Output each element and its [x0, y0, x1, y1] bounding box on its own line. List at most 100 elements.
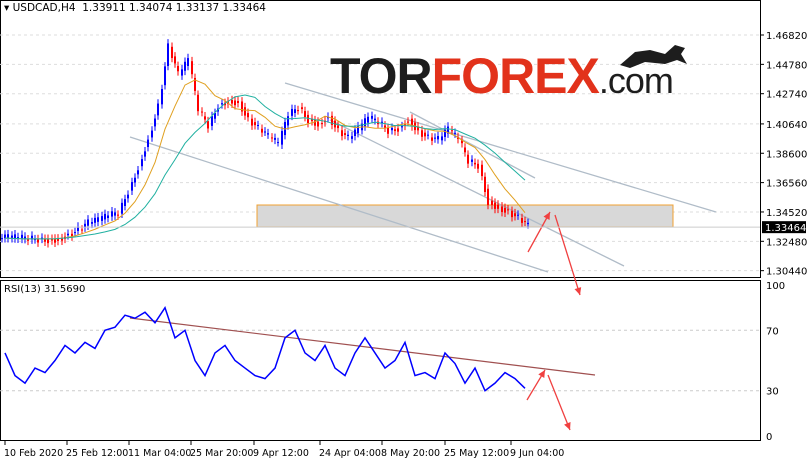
main-chart-frame: [0, 0, 761, 278]
candle-body: [301, 107, 303, 110]
ma-fast-line: [4, 79, 526, 240]
candle-body: [411, 118, 413, 127]
candle-body: [381, 121, 383, 124]
candle-body: [507, 209, 509, 211]
candle-body: [74, 232, 76, 234]
candle-body: [47, 238, 49, 244]
candle-body: [394, 129, 396, 132]
logo-part-1: TOR: [330, 48, 433, 104]
candle-body: [71, 233, 73, 237]
candle-body: [241, 101, 243, 112]
candle-body: [144, 151, 146, 157]
time-tick-label: 25 Mar 20:00: [190, 448, 253, 459]
candle-body: [391, 127, 393, 131]
price-tick-label: 1.34520: [766, 208, 807, 219]
symbol-label: USDCAD,H4: [12, 2, 76, 14]
candle-body: [81, 229, 83, 231]
candle-body: [307, 114, 309, 124]
time-tick-label: 24 Apr 04:00: [319, 448, 381, 459]
candle-body: [521, 218, 523, 223]
candle-body: [337, 125, 339, 129]
candle-body: [247, 112, 249, 118]
candle-body: [117, 214, 119, 216]
candle-body: [467, 154, 469, 164]
price-tick-label: 1.36560: [766, 179, 807, 190]
candle-body: [271, 137, 273, 139]
candle-body: [304, 111, 306, 118]
channel-trendline: [409, 111, 536, 179]
candle-body: [354, 129, 356, 136]
candle-body: [434, 137, 436, 139]
candle-body: [287, 116, 289, 126]
candle-body: [257, 125, 259, 127]
candle-body: [494, 202, 496, 209]
candle-body: [114, 212, 116, 216]
candle-body: [181, 69, 183, 76]
price-tick-label: 1.44780: [766, 60, 807, 71]
candle-body: [4, 234, 6, 239]
candle-body: [171, 46, 173, 58]
candle-body: [484, 176, 486, 192]
candle-body: [427, 134, 429, 136]
candle-body: [357, 126, 359, 134]
candle-body: [371, 115, 373, 119]
candle-body: [14, 234, 16, 239]
candle-body: [134, 177, 136, 183]
candle-body: [34, 239, 36, 241]
candle-body: [207, 121, 209, 129]
candle-body: [491, 200, 493, 205]
candle-body: [421, 130, 423, 137]
price-tick-label: 1.38600: [766, 149, 807, 160]
candle-body: [397, 128, 399, 132]
candle-body: [157, 103, 159, 116]
time-tick-label: 25 Feb 12:00: [66, 448, 128, 459]
candle-body: [364, 118, 366, 127]
candle-body: [511, 210, 513, 218]
logo-part-2: FOREX: [431, 48, 600, 104]
candle-body: [187, 58, 189, 66]
candle-body: [7, 234, 9, 239]
channel-trendline: [129, 136, 549, 273]
candle-body: [77, 226, 79, 231]
candle-body: [27, 239, 29, 241]
torforex-logo: TORFOREX.com: [330, 48, 674, 109]
candle-body: [471, 159, 473, 162]
rsi-tick-label: 100: [766, 281, 785, 292]
resistance-zone[interactable]: [256, 204, 674, 228]
candle-body: [347, 134, 349, 136]
current-price-label: 1.33464: [765, 223, 806, 234]
forecast-arrow: [547, 374, 571, 431]
candle-body: [451, 130, 453, 132]
candle-body: [191, 61, 193, 75]
candle-body: [124, 199, 126, 207]
time-tick-label: 10 Feb 2020: [4, 448, 63, 459]
candle-body: [231, 100, 233, 104]
candle-body: [344, 133, 346, 135]
rsi-trendline: [129, 317, 596, 376]
candle-body: [204, 116, 206, 120]
candle-body: [61, 238, 63, 241]
candle-body: [264, 131, 266, 133]
candle-body: [524, 221, 526, 223]
candle-body: [107, 215, 109, 219]
candle-body: [211, 116, 213, 126]
candle-body: [417, 126, 419, 131]
candle-body: [131, 182, 133, 191]
candle-body: [31, 235, 33, 240]
price-tick-label: 1.32480: [766, 237, 807, 248]
candle-body: [11, 235, 13, 239]
candle-body: [424, 132, 426, 137]
candle-body: [87, 219, 89, 226]
candle-body: [111, 211, 113, 217]
candle-body: [37, 239, 39, 243]
rsi-tick-label: 0: [766, 432, 772, 443]
candle-body: [294, 109, 296, 113]
candle-body: [147, 139, 149, 148]
candle-body: [151, 130, 153, 138]
rsi-tick-label: 70: [766, 326, 779, 337]
candle-body: [374, 118, 376, 121]
candle-body: [24, 236, 26, 240]
candle-body: [251, 118, 253, 126]
